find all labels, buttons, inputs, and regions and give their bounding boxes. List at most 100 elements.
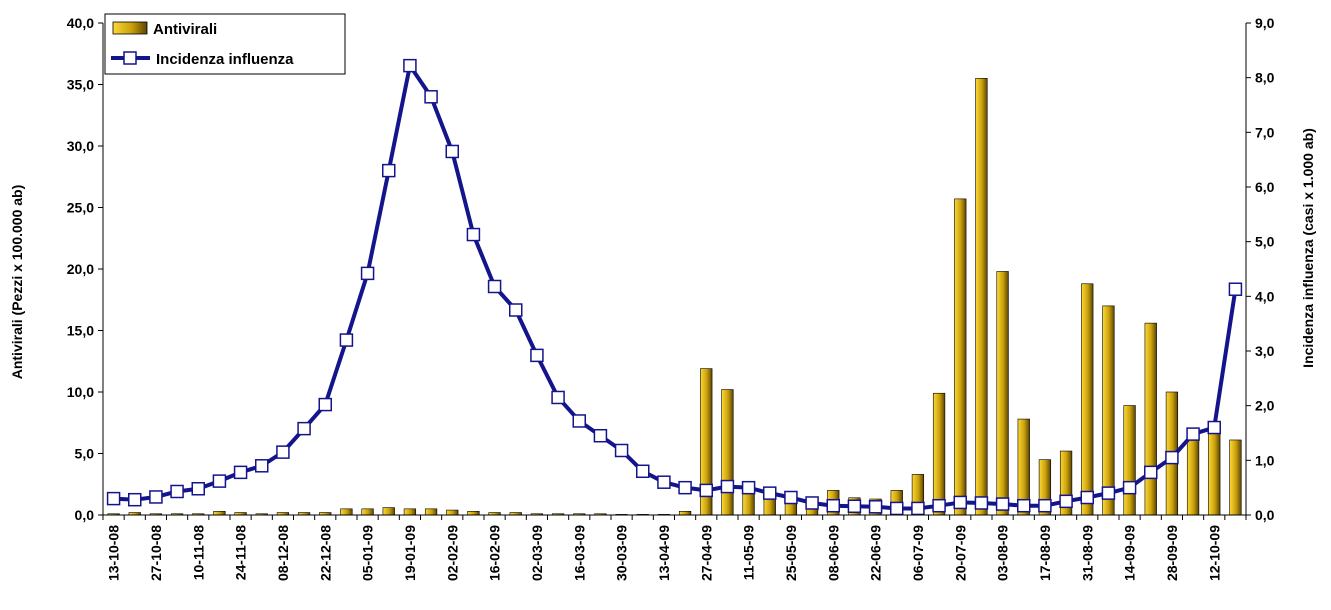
line-point xyxy=(1059,494,1073,509)
bar xyxy=(1186,434,1200,516)
left-tick-label: 15,0 xyxy=(67,323,94,339)
x-tick-label: 31-08-09 xyxy=(1079,525,1095,581)
line-point xyxy=(487,279,502,294)
line-point xyxy=(890,501,904,516)
line-point xyxy=(318,397,332,412)
x-tick-label: 08-12-08 xyxy=(275,525,291,581)
line-point xyxy=(953,495,967,510)
x-tick-label: 16-03-09 xyxy=(571,525,587,581)
line-point xyxy=(995,497,1010,511)
bar xyxy=(213,511,226,516)
line-point xyxy=(466,227,481,242)
line-point xyxy=(741,480,756,495)
line-series-incidenza-influenza xyxy=(106,58,1243,516)
line-point xyxy=(720,479,735,494)
bar xyxy=(954,198,967,516)
legend: Antivirali Incidenza influenza xyxy=(104,13,346,75)
line-point xyxy=(847,499,862,513)
line-point xyxy=(530,348,544,363)
line-point xyxy=(128,492,142,507)
x-tick-label: 28-09-09 xyxy=(1164,525,1180,581)
legend-marker-incidenza xyxy=(123,51,137,65)
line-point xyxy=(1017,498,1031,513)
bar xyxy=(467,511,480,516)
line-point xyxy=(509,303,523,317)
x-tick-label: 03-08-09 xyxy=(995,525,1011,581)
right-axis-ticks: 0,0 1,0 2,0 3,0 4,0 5,0 6,0 7,0 8,0 9,0 xyxy=(1246,15,1275,523)
left-axis-ticks: 0,0 5,0 10,0 15,0 20,0 25,0 30,0 35,0 40,0 xyxy=(67,15,103,523)
bar xyxy=(382,507,395,516)
line-point xyxy=(572,414,586,428)
x-tick-label: 08-06-09 xyxy=(825,525,841,581)
bar xyxy=(1102,305,1115,516)
x-tick-label: 13-10-08 xyxy=(106,525,122,581)
x-tick-label: 22-06-09 xyxy=(868,525,884,581)
bar xyxy=(361,508,374,516)
line-point xyxy=(1207,420,1221,435)
left-tick-label: 0,0 xyxy=(75,507,95,523)
x-tick-label: 14-09-09 xyxy=(1122,525,1138,581)
right-tick-label: 7,0 xyxy=(1255,124,1275,140)
bar xyxy=(1208,428,1221,516)
legend-label-antivirali: Antivirali xyxy=(153,21,217,38)
line-point xyxy=(636,464,650,479)
line-point xyxy=(678,480,692,495)
line-point xyxy=(149,490,163,504)
x-tick-label: 22-12-08 xyxy=(317,525,333,581)
x-tick-label: 10-11-08 xyxy=(190,525,206,580)
left-tick-label: 35,0 xyxy=(67,77,94,93)
line-point xyxy=(212,474,227,488)
bar xyxy=(403,508,417,516)
line-point xyxy=(297,421,311,436)
x-tick-label: 11-05-09 xyxy=(741,525,757,580)
line-point xyxy=(826,498,840,513)
line-point xyxy=(868,500,883,514)
right-axis-title: Incidenza influenza (casi x 1.000 ab) xyxy=(1300,128,1316,368)
x-tick-label: 12-10-09 xyxy=(1206,525,1222,581)
right-tick-label: 9,0 xyxy=(1255,15,1275,31)
line-point xyxy=(614,443,629,458)
bar xyxy=(1144,322,1157,516)
bar xyxy=(996,271,1009,516)
x-tick-label: 27-04-09 xyxy=(698,525,714,581)
bar xyxy=(340,508,353,516)
legend-label-incidenza: Incidenza influenza xyxy=(156,51,294,68)
line-point xyxy=(276,445,290,459)
x-tick-label: 24-11-08 xyxy=(233,525,249,580)
x-tick-label: 25-05-09 xyxy=(783,525,799,581)
line-point xyxy=(657,475,671,489)
line-point xyxy=(1144,465,1158,480)
x-tick-label: 02-02-09 xyxy=(444,525,460,581)
line-point xyxy=(1101,486,1116,500)
line-point xyxy=(699,483,713,498)
bar xyxy=(446,509,459,516)
line-point xyxy=(339,333,354,347)
bar xyxy=(1229,439,1242,516)
x-tick-label: 19-01-09 xyxy=(402,525,418,581)
right-tick-label: 3,0 xyxy=(1255,343,1275,359)
line-point xyxy=(763,486,777,500)
line-point xyxy=(974,496,989,510)
x-tick-label: 17-08-09 xyxy=(1037,525,1053,581)
x-tick-label: 05-01-09 xyxy=(360,525,376,581)
right-tick-label: 8,0 xyxy=(1255,70,1275,86)
left-tick-label: 10,0 xyxy=(67,384,94,400)
left-axis-title: Antivirali (Pezzi x 100.000 ab) xyxy=(9,185,25,380)
x-tick-label: 13-04-09 xyxy=(656,525,672,581)
right-tick-label: 2,0 xyxy=(1255,398,1275,414)
line-point xyxy=(424,90,438,104)
axes xyxy=(102,23,1247,516)
x-tick-label: 06-07-09 xyxy=(910,525,926,581)
right-tick-label: 0,0 xyxy=(1255,507,1275,523)
right-tick-label: 6,0 xyxy=(1255,179,1275,195)
left-tick-label: 5,0 xyxy=(75,446,95,462)
bar xyxy=(1081,283,1094,516)
x-tick-label: 16-02-09 xyxy=(487,525,503,581)
x-axis-ticks: 13-10-08 27-10-08 10-11-08 24-11-08 08-12-08… xyxy=(102,515,1247,581)
line-point xyxy=(445,144,459,159)
line-point xyxy=(1228,282,1243,296)
line-point xyxy=(106,491,121,506)
line-point xyxy=(1080,490,1094,505)
x-tick-label: 27-10-08 xyxy=(148,525,164,581)
